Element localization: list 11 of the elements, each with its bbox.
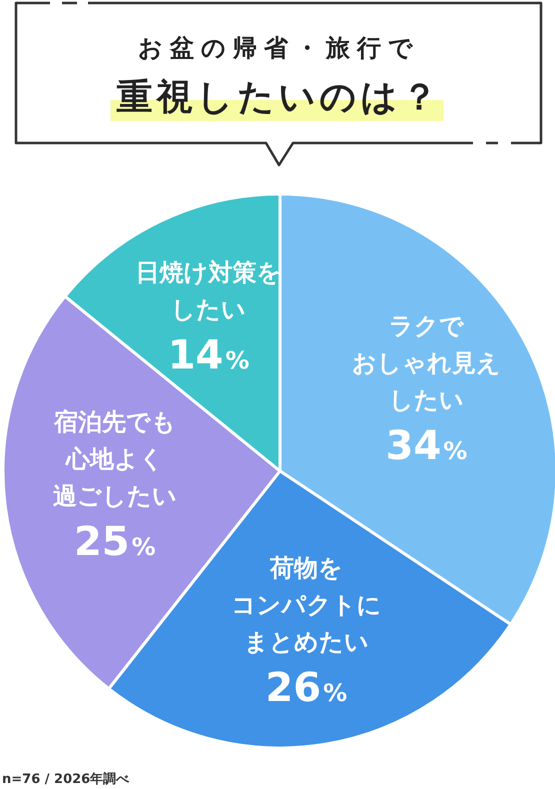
chart-subtitle: 重視したいのは？ [116, 77, 442, 118]
chart-title: お盆の帰省・旅行で [138, 34, 420, 62]
data-label: 26% [265, 664, 348, 714]
data-label: 25% [74, 518, 156, 568]
slice-label: 日焼け対策をしたい [134, 257, 283, 326]
data-label: 34% [386, 422, 468, 470]
slice-label: ラクでおしゃれ見えしたい [350, 310, 502, 416]
data-label: 14% [168, 331, 250, 380]
slice-label: 宿泊先でも心地よく過ごしたい [52, 407, 178, 512]
slice-label: 荷物をコンパクトにまとめたい [230, 553, 382, 658]
text: n=76 / 2026年調べ [2, 771, 130, 787]
